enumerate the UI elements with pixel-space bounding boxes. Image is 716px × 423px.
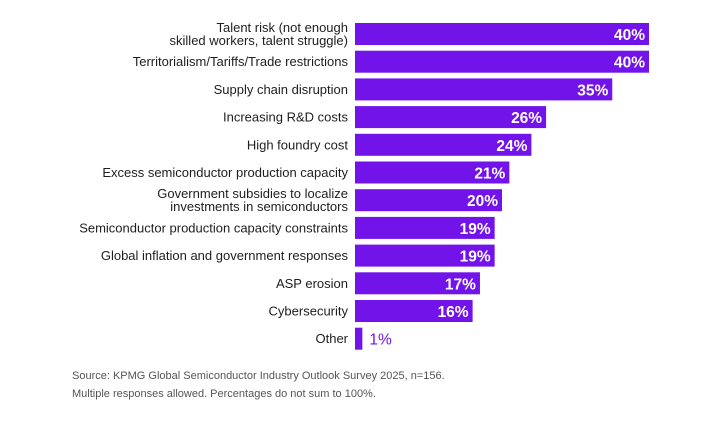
value-label: 35%: [577, 82, 608, 99]
value-label: 19%: [460, 221, 491, 238]
bar: [355, 216, 495, 239]
category-label: Cybersecurity: [269, 304, 349, 319]
value-label: 19%: [460, 249, 491, 266]
bar: [355, 106, 547, 129]
category-label: Other: [315, 331, 348, 346]
responses-footnote: Multiple responses allowed. Percentages …: [72, 388, 376, 400]
category-label: ASP erosion: [276, 276, 348, 291]
value-label: 40%: [614, 55, 645, 72]
value-label: 17%: [445, 276, 476, 293]
bar: [355, 23, 649, 45]
bar: [355, 133, 532, 156]
bar: [355, 327, 363, 350]
category-label: Global inflation and government response…: [101, 248, 349, 263]
category-label: Excess semiconductor production capacity: [102, 165, 348, 180]
bar: [355, 272, 480, 295]
value-label: 26%: [511, 110, 542, 127]
bar: [355, 161, 510, 184]
category-label: Territorialism/Tariffs/Trade restriction…: [133, 54, 349, 69]
category-label: Talent risk (not enough skilled workers, …: [170, 20, 348, 48]
category-label: High foundry cost: [247, 137, 349, 152]
value-label: 20%: [467, 193, 498, 210]
value-label: 1%: [369, 332, 392, 349]
bar: [355, 189, 502, 212]
category-label: Supply chain disruption: [214, 82, 348, 97]
category-label: Increasing R&D costs: [223, 110, 348, 125]
bar: [355, 300, 473, 322]
bar: [355, 50, 649, 73]
source-footnote: Source: KPMG Global Semiconductor Indust…: [72, 370, 445, 382]
value-label: 21%: [474, 166, 505, 183]
value-label: 16%: [438, 304, 469, 321]
bar: [355, 244, 495, 267]
category-label: Government subsidies to localize investme…: [157, 186, 348, 214]
category-label: Semiconductor production capacity constr…: [79, 220, 348, 235]
value-label: 24%: [496, 138, 527, 155]
bar-chart: 40% Talent risk (not enough skilled worker…: [79, 20, 649, 350]
value-label: 40%: [614, 27, 645, 44]
bar: [355, 78, 613, 101]
